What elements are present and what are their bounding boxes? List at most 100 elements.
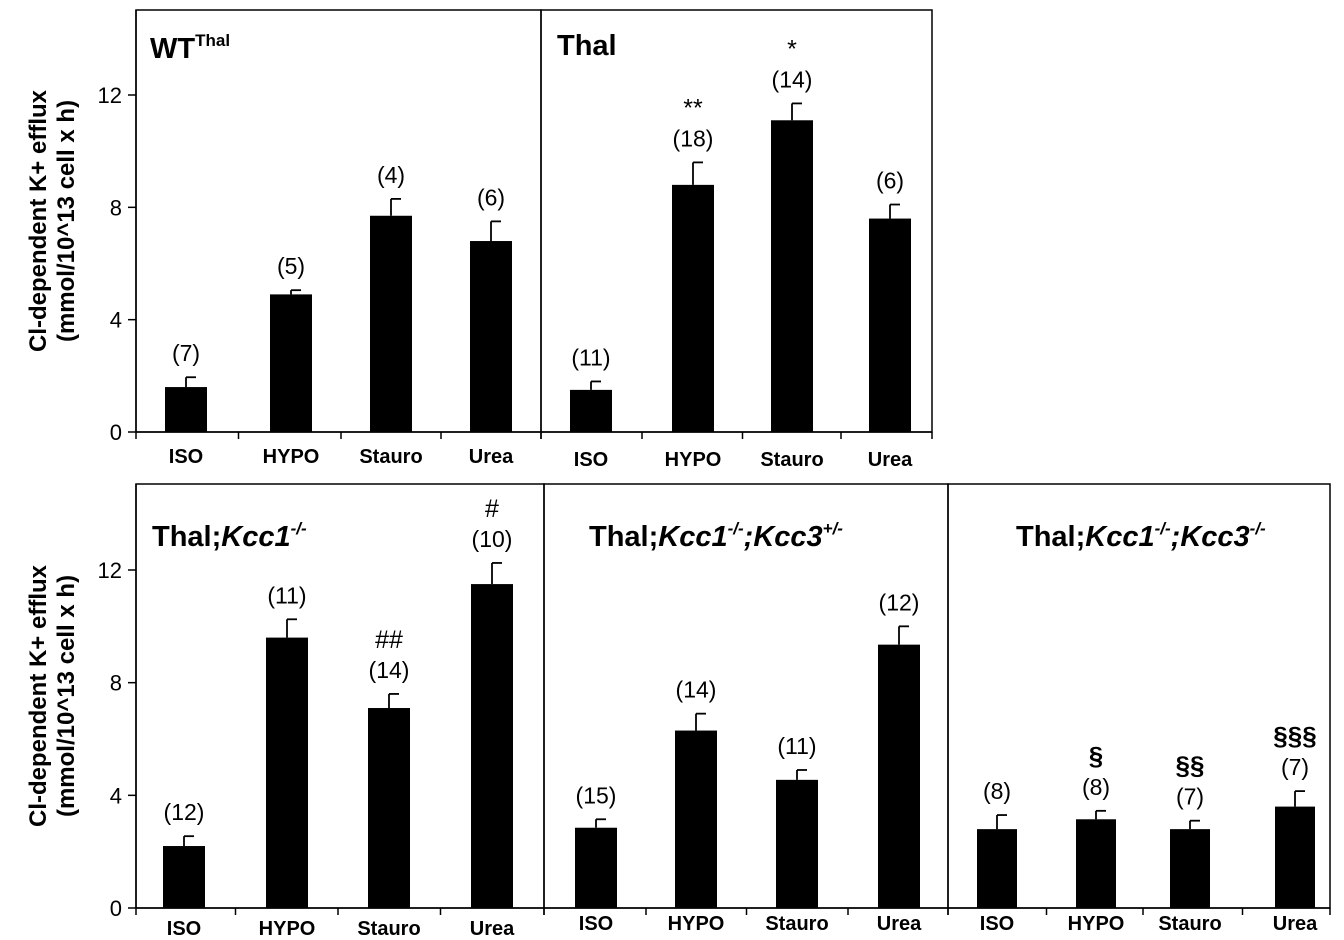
n-label: (4) (377, 162, 405, 188)
n-label: (6) (477, 184, 505, 210)
panel-title: Thal;Kcc1-/-;Kcc3+/- (589, 519, 843, 553)
category-label: ISO (980, 913, 1014, 935)
bar-hypo (266, 637, 308, 908)
panel-title-part: Kcc1 (1085, 521, 1154, 553)
n-label: (14) (772, 66, 813, 92)
panel-title-part: Thal (557, 30, 617, 62)
category-label: ISO (169, 446, 203, 468)
bar-iso (570, 389, 612, 432)
bar-hypo (672, 184, 714, 432)
category-label: Urea (868, 449, 913, 471)
n-label: (11) (571, 344, 610, 370)
panel-title-part: Kcc1 (658, 521, 727, 553)
n-label: (11) (267, 582, 306, 608)
n-label: (14) (369, 657, 410, 683)
n-label: (7) (172, 340, 200, 366)
significance-marker: § (1089, 741, 1103, 771)
bar-urea (869, 218, 911, 432)
y-tick-label: 8 (110, 195, 122, 220)
y-tick-label: 8 (110, 671, 122, 696)
y-tick-label: 4 (110, 308, 122, 333)
bar-hypo (270, 294, 312, 432)
n-label: (10) (472, 526, 513, 552)
panel-title-part: Kcc1 (221, 521, 290, 553)
y-tick-label: 4 (110, 783, 122, 808)
n-label: (7) (1176, 784, 1204, 810)
category-label: ISO (574, 449, 608, 471)
category-label: HYPO (1068, 913, 1125, 935)
bar-iso (977, 829, 1017, 908)
category-label: Urea (1273, 913, 1318, 935)
y-axis-title-line2: (mmol/10^13 cell x h) (53, 575, 80, 817)
category-label: HYPO (259, 918, 316, 940)
category-label: ISO (579, 913, 613, 935)
category-label: ISO (167, 918, 201, 940)
category-label: HYPO (668, 913, 725, 935)
bar-urea (470, 241, 512, 432)
category-label: Stauro (1158, 913, 1221, 935)
y-tick-label: 12 (98, 83, 122, 108)
y-axis-title-line1: Cl-dependent K+ efflux (25, 89, 52, 352)
panel-title: Thal;Kcc1-/- (152, 519, 307, 553)
bar-iso (575, 827, 617, 908)
significance-marker: # (485, 495, 499, 523)
n-label: (15) (576, 782, 617, 808)
panel-title-part: ;Kcc3 (744, 521, 823, 553)
panel-title-part: -/- (728, 519, 744, 538)
bar-stauro (370, 215, 412, 432)
y-axis-title-line1: Cl-dependent K+ efflux (25, 564, 52, 827)
bar-hypo (1076, 819, 1116, 908)
n-label: (14) (676, 677, 717, 703)
bar-iso (165, 387, 207, 432)
n-label: (12) (879, 589, 920, 615)
significance-marker: §§ (1176, 751, 1205, 781)
n-label: (12) (164, 799, 205, 825)
y-axis-title-line2: (mmol/10^13 cell x h) (53, 100, 80, 342)
n-label: (8) (983, 778, 1011, 804)
panel-title-part: +/- (823, 519, 844, 538)
panel-title: Thal (557, 30, 617, 62)
panel-title-part: ;Kcc3 (1171, 521, 1250, 553)
y-tick-label: 0 (110, 896, 122, 921)
bar-urea (1275, 806, 1315, 908)
category-label: Stauro (357, 918, 420, 940)
y-axis-title: Cl-dependent K+ efflux (mmol/10^13 cell x… (25, 564, 80, 827)
significance-marker: ** (683, 94, 703, 122)
n-label: (6) (876, 168, 904, 194)
panel-title-part: Thal; (589, 521, 658, 553)
category-label: Stauro (359, 446, 422, 468)
y-tick-label: 0 (110, 420, 122, 445)
significance-marker: §§§ (1273, 721, 1316, 751)
panel-title-part: Thal; (1016, 521, 1085, 553)
bar-iso (163, 846, 205, 908)
category-label: Urea (470, 918, 515, 940)
y-axis-title: Cl-dependent K+ efflux (mmol/10^13 cell x… (25, 89, 80, 352)
n-label: (8) (1082, 774, 1110, 800)
n-label: (7) (1281, 754, 1309, 780)
panel-title: WTThal (150, 31, 230, 65)
significance-marker: * (787, 35, 797, 63)
bar-stauro (368, 708, 410, 908)
category-label: Urea (877, 913, 922, 935)
panel-title-part: WT (150, 33, 195, 65)
bar-urea (471, 584, 513, 908)
category-label: Urea (469, 446, 514, 468)
n-label: (11) (777, 733, 816, 759)
category-label: Stauro (760, 449, 823, 471)
panel-title: Thal;Kcc1-/-;Kcc3-/- (1016, 519, 1266, 553)
n-label: (18) (673, 125, 714, 151)
panel-title-part: -/- (1155, 519, 1171, 538)
category-label: HYPO (665, 449, 722, 471)
bar-stauro (771, 120, 813, 433)
bar-hypo (675, 730, 717, 908)
n-label: (5) (277, 253, 305, 279)
bar-stauro (1170, 829, 1210, 908)
panel-title-part: Thal (195, 31, 230, 50)
category-label: Stauro (765, 913, 828, 935)
panel-title-part: Thal; (152, 521, 221, 553)
significance-marker: ## (375, 626, 403, 654)
bar-stauro (776, 779, 818, 908)
category-label: HYPO (263, 446, 320, 468)
